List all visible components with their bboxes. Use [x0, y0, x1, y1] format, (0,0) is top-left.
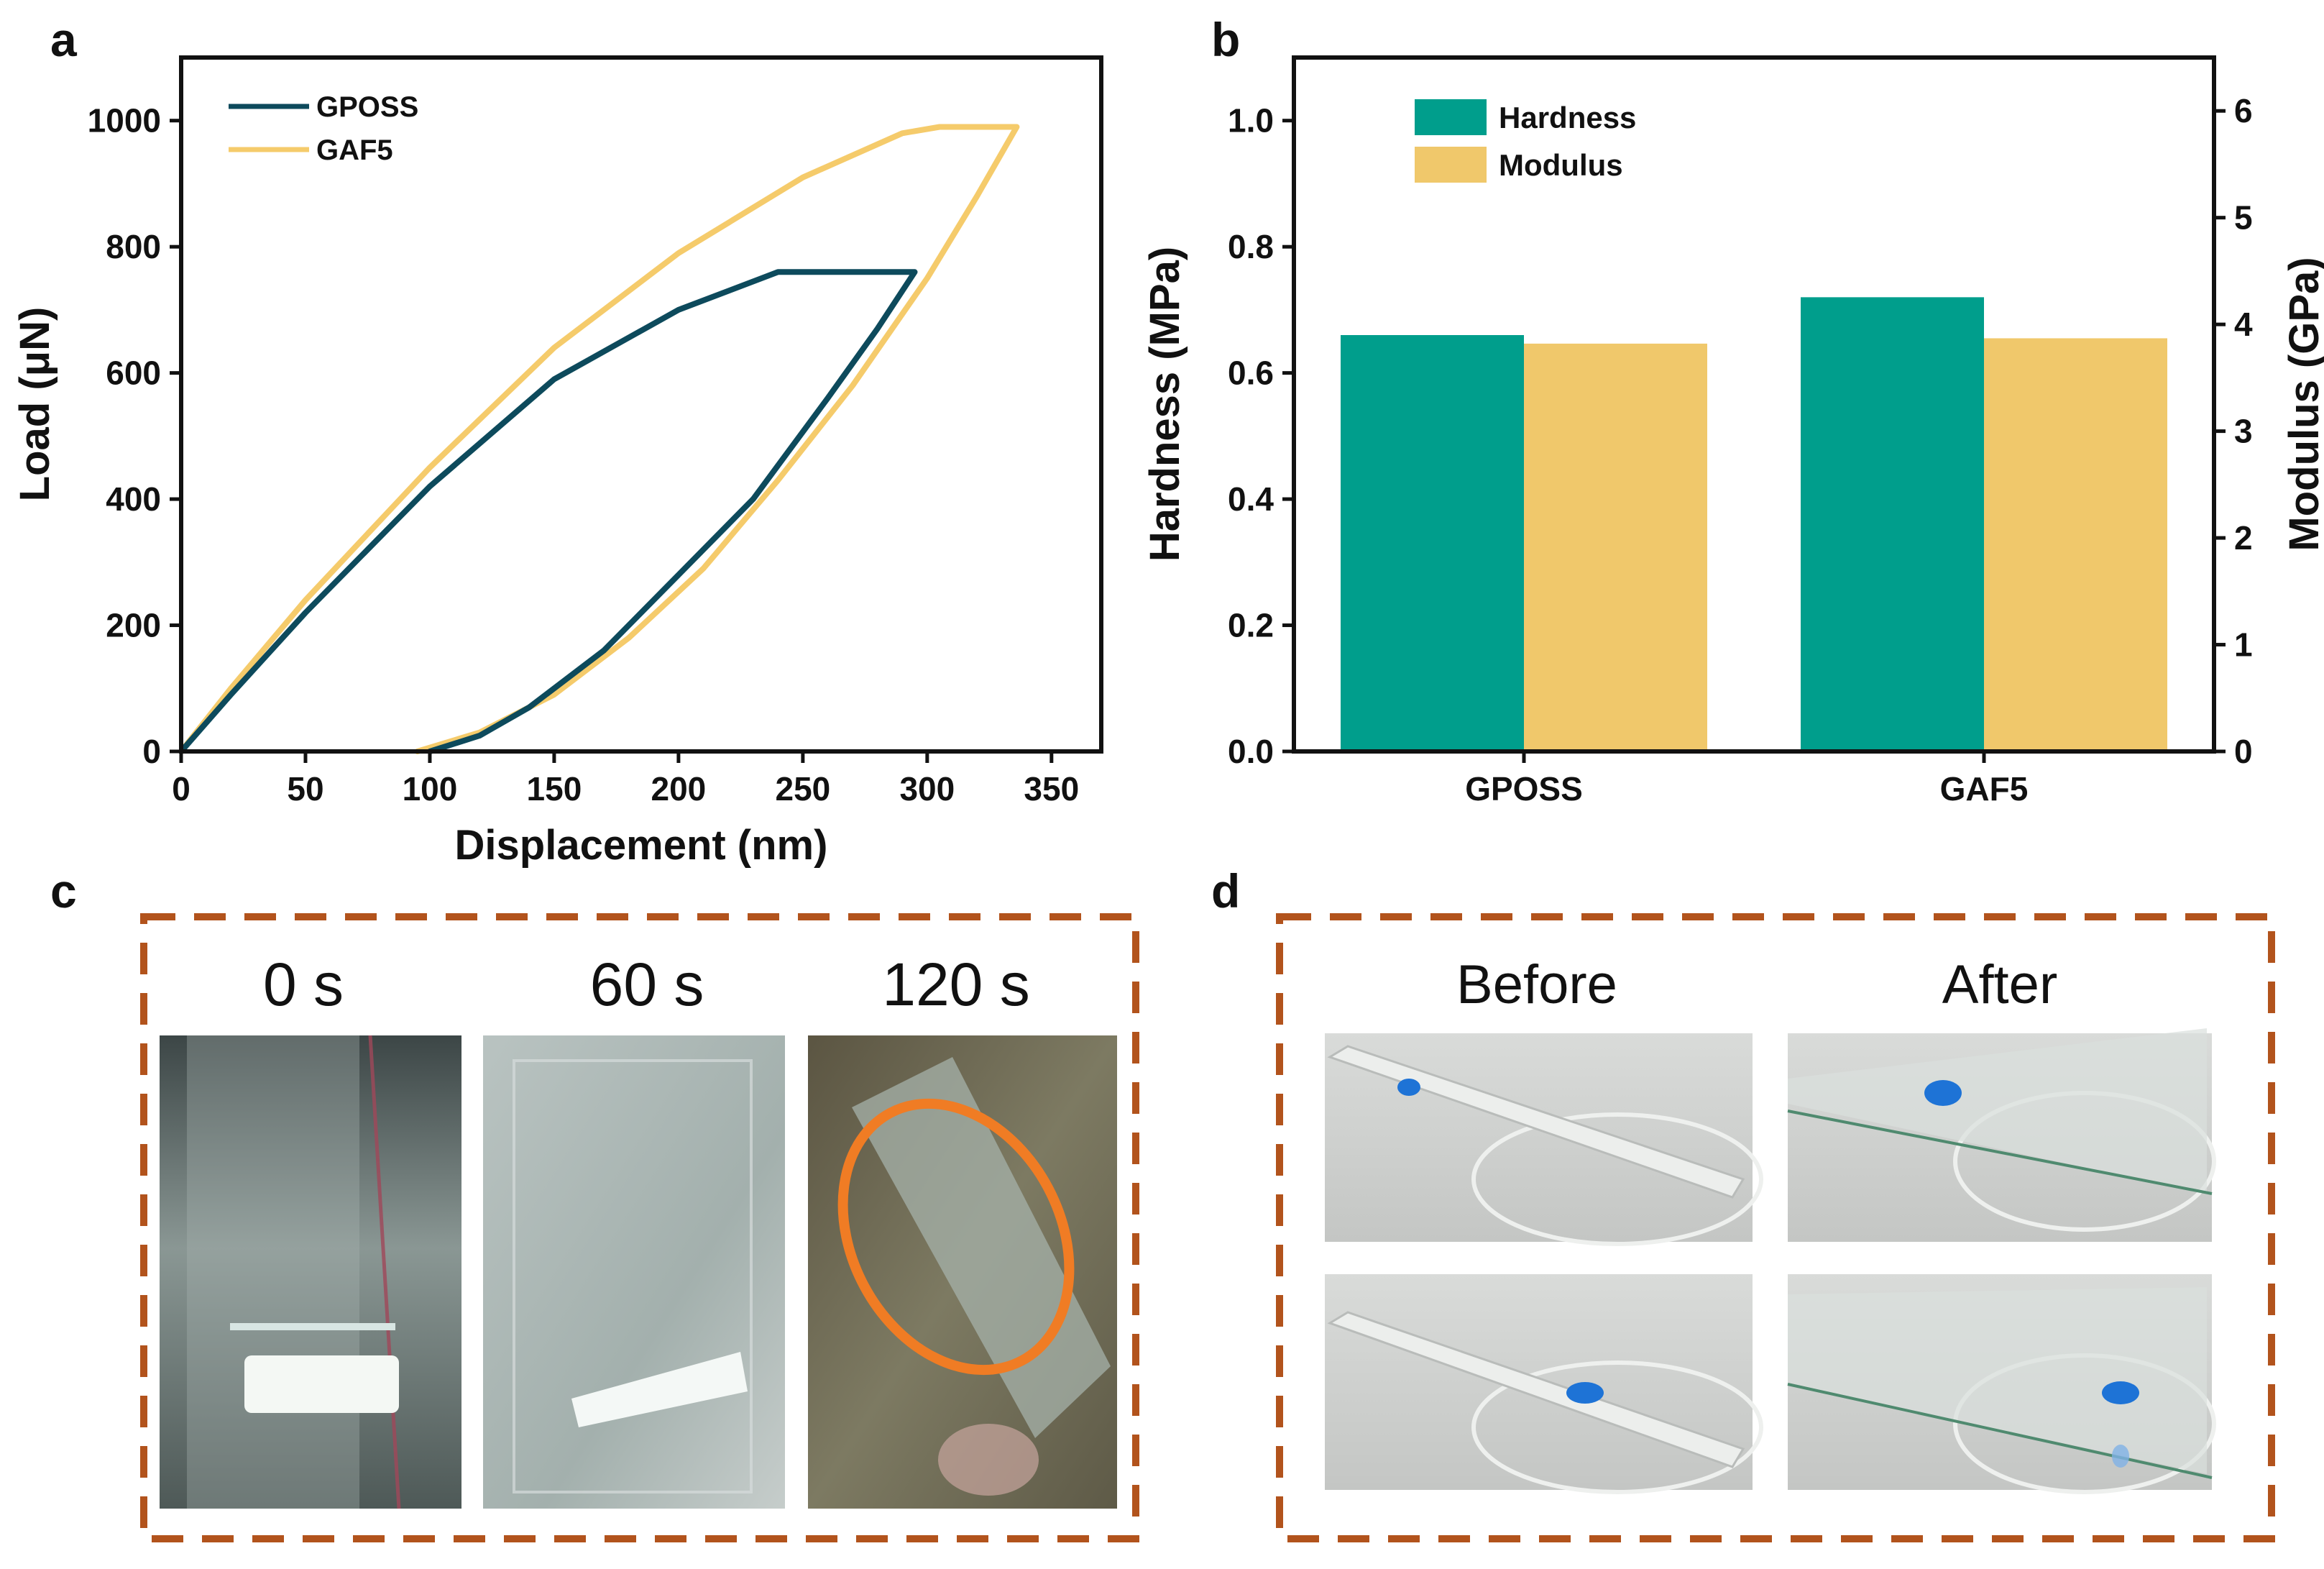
y-left-tick-label: 0.0: [1228, 733, 1274, 770]
chart-b-ylabel-right: Modulus (GPa): [2281, 257, 2324, 551]
chart-a-frame: [179, 55, 1103, 754]
legend-swatch-hardness: [1415, 99, 1487, 135]
bar-modulus-gaf5: [1984, 338, 2167, 751]
photo-after-top: [1787, 1028, 2216, 1242]
photo-before-top: [1325, 1033, 1763, 1246]
panel-d: Before After: [1276, 913, 2275, 1542]
y-left-tick-label: 0.6: [1228, 354, 1274, 392]
chart-a-legend: GPOSS GAF5: [229, 91, 418, 166]
y-right-tick-label: 1: [2234, 626, 2253, 664]
y-tick-label: 400: [106, 480, 161, 518]
y-tick-label: 200: [106, 607, 161, 644]
legend-label-modulus: Modulus: [1499, 148, 1623, 182]
y-left-tick-label: 0.2: [1228, 607, 1274, 644]
highlight-ellipse: [837, 1098, 1075, 1376]
photo-label-120s: 120 s: [882, 951, 1030, 1018]
x-tick-label: 200: [651, 770, 707, 808]
photo-label-0s: 0 s: [263, 951, 344, 1018]
y-tick-label: 0: [142, 733, 161, 770]
y-left-tick-label: 1.0: [1228, 102, 1274, 139]
category-label: GPOSS: [1465, 770, 1583, 808]
photo-120s: [808, 1035, 1117, 1509]
chart-a-xlabel: Displacement (nm): [455, 822, 828, 869]
bar-modulus-gposs: [1524, 343, 1707, 751]
x-tick-label: 0: [172, 770, 190, 808]
photo-before-bottom: [1325, 1274, 1763, 1494]
panel-c-letter: c: [50, 864, 77, 918]
y-tick-label: 1000: [88, 102, 161, 139]
y-right-tick-label: 5: [2234, 199, 2253, 237]
x-tick-label: 150: [527, 770, 582, 808]
y-right-tick-label: 2: [2234, 519, 2253, 557]
photo-label-before: Before: [1456, 954, 1617, 1015]
load-displacement-chart: 0 50 100 150 200 250 300 350 0 200 400 600 800 1000 G…: [12, 55, 1103, 869]
bar-hardness-gposs: [1341, 335, 1524, 751]
legend-label-gaf5: GAF5: [316, 134, 393, 166]
y-left-tick-label: 0.8: [1228, 228, 1274, 265]
chart-a-ylabel: Load (μN): [12, 307, 58, 502]
photo-after-bottom: [1787, 1274, 2216, 1494]
panel-d-letter: d: [1211, 864, 1240, 918]
x-tick-label: 250: [775, 770, 830, 808]
y-right-tick-label: 4: [2234, 306, 2253, 343]
panel-a-letter: a: [50, 13, 78, 66]
chart-b-legend: Hardness Modulus: [1415, 99, 1636, 183]
legend-label-hardness: Hardness: [1499, 101, 1636, 134]
y-right-tick-label: 0: [2234, 733, 2253, 770]
photo-label-60s: 60 s: [590, 951, 704, 1018]
legend-swatch-modulus: [1415, 147, 1487, 183]
x-tick-label: 50: [287, 770, 323, 808]
chart-b-ylabel-left: Hardness (MPa): [1142, 247, 1188, 562]
y-right-tick-label: 6: [2234, 92, 2253, 129]
y-left-tick-label: 0.4: [1228, 480, 1274, 518]
panel-b-letter: b: [1211, 13, 1240, 66]
y-tick-label: 800: [106, 228, 161, 265]
y-right-tick-label: 3: [2234, 413, 2253, 450]
y-tick-label: 600: [106, 354, 161, 392]
series-line-gposs: [178, 269, 918, 754]
x-tick-label: 350: [1024, 770, 1079, 808]
legend-label-gposs: GPOSS: [316, 91, 418, 123]
chart-b-frame: [1292, 55, 2216, 754]
hardness-modulus-chart: GPOSS GAF5 0.0 0.2 0.4 0.6 0.8 1.0 0 1 2 3 4 5 6 Hardn…: [1142, 55, 2324, 808]
panel-c: 0 s 60 s 120 s: [140, 913, 1139, 1542]
photo-0s: [160, 1035, 461, 1509]
bar-hardness-gaf5: [1801, 297, 1984, 751]
x-tick-label: 300: [899, 770, 955, 808]
category-label: GAF5: [1940, 770, 2029, 808]
series-line-gaf5: [178, 124, 1020, 754]
photo-60s: [483, 1035, 785, 1509]
photo-label-after: After: [1942, 954, 2058, 1015]
x-tick-label: 100: [403, 770, 458, 808]
